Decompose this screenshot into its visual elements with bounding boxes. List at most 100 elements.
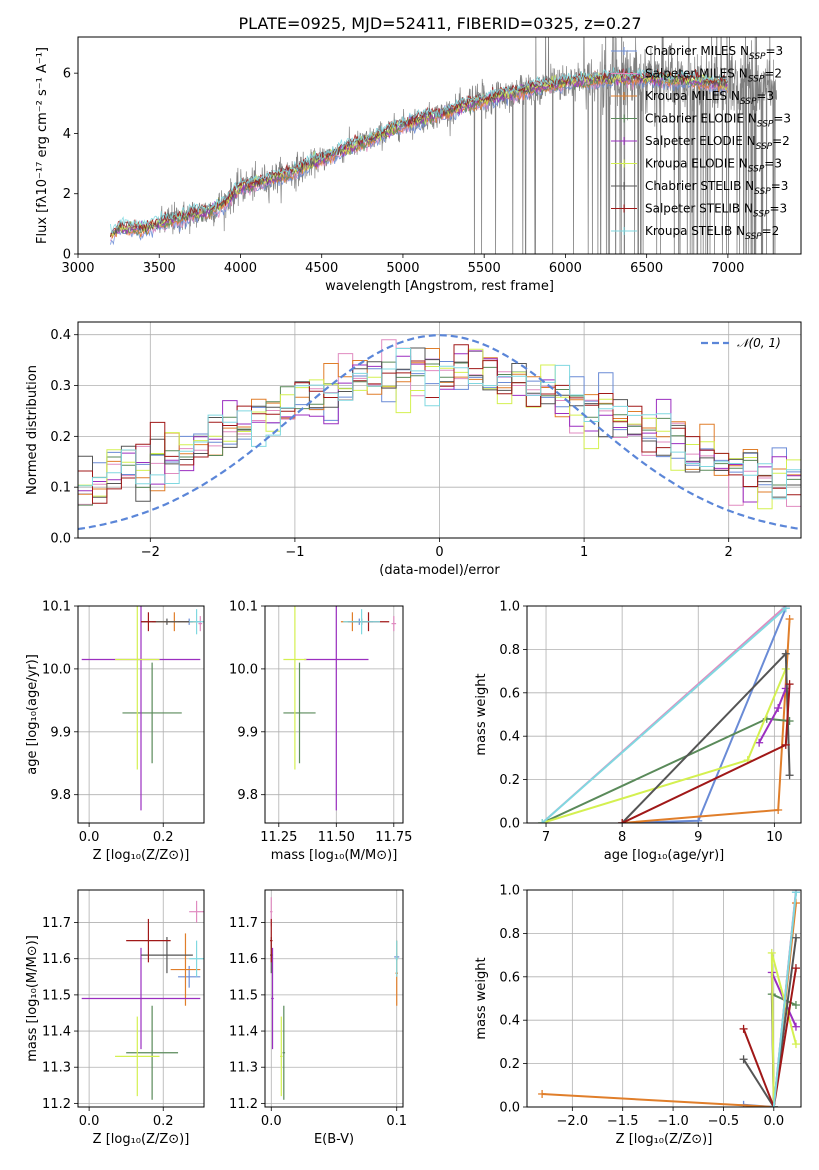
x-tick-label: −2.0 [557, 1114, 589, 1129]
axes-frame [77, 889, 205, 1108]
legend-subscript: SSP [748, 75, 765, 85]
legend-model-name: Kroupa ELODIE N [645, 157, 748, 171]
legend-nssp-value: =3 [764, 157, 782, 171]
y-tick-label: 0.3 [50, 379, 71, 394]
plot-area-residuals [78, 322, 801, 538]
y-tick-label: 0.8 [499, 927, 520, 942]
weight-line-7 [742, 967, 797, 1107]
legend-entry-7: Salpeter STELIB NSSP=3 [645, 202, 787, 220]
axes-frame [264, 889, 404, 1108]
axes-frame [264, 605, 404, 824]
legend-nssp-value: =2 [772, 134, 790, 148]
y-axis-label: mass [log₁₀(M/M⊙)] [25, 935, 40, 1062]
panel-weight-vs-age: 7 8 9 10 0.0 0.2 0.4 0.6 0.8 1.0 age [log₁₀(age/yr… [474, 600, 802, 863]
y-tick-label: 4 [63, 127, 71, 142]
panel-weight-vs-Z: −2.0 −1.5 −1.0 −0.5 0.0 0.0 0.2 0.4 0.6 0.8 1.0 Z [… [474, 884, 802, 1147]
plot-area-age-vs-Z [78, 606, 204, 823]
plot-area-age-vs-mass [265, 606, 403, 823]
legend-entry-2: Kroupa MILES NSSP=3 [645, 89, 774, 107]
axes-frame [77, 321, 802, 539]
legend-nssp-value: =3 [756, 89, 774, 103]
y-tick-label: 0.8 [499, 643, 520, 658]
x-axis-label: age [log₁₀(age/yr)] [604, 848, 725, 863]
legend-model-name: Salpeter MILES N [645, 67, 748, 81]
panel-age-vs-Z: 0.0 0.2 9.8 9.9 10.0 10.1 Z [log₁₀(Z/Z⊙)] age [… [25, 600, 205, 863]
plot-area-mass-vs-Z [78, 890, 204, 1107]
x-tick-label: 11.75 [375, 830, 412, 845]
y-tick-label: 10.1 [229, 600, 258, 615]
x-tick-label: 0.1 [386, 1114, 407, 1129]
weight-line-8 [772, 892, 797, 1107]
x-tick-label: −1.0 [657, 1114, 689, 1129]
legend-model-name: Chabrier ELODIE N [645, 112, 757, 126]
y-tick-label: 11.3 [42, 1061, 71, 1076]
legend-subscript: SSP [754, 187, 771, 197]
weight-line-8 [541, 607, 787, 823]
legend-entry-4: Salpeter ELODIE NSSP=2 [645, 134, 790, 152]
y-axis-label: age [log₁₀(age/yr)] [25, 654, 40, 775]
legend-entry-5: Kroupa ELODIE NSSP=3 [645, 157, 782, 175]
x-tick-label: 0.2 [153, 830, 174, 845]
axes-frame [526, 605, 802, 824]
y-tick-label: 0.2 [50, 430, 71, 445]
legend-entry-1: Salpeter MILES NSSP=2 [645, 67, 782, 85]
x-tick-label: 11.25 [260, 830, 297, 845]
x-tick-label: 0.0 [79, 830, 100, 845]
legend-model-name: Salpeter ELODIE N [645, 134, 756, 148]
y-tick-label: 10.0 [229, 662, 258, 677]
y-tick-label: 11.5 [42, 988, 71, 1003]
legend-model-name: Kroupa STELIB N [645, 224, 745, 238]
legend-nssp-value: =2 [762, 224, 780, 238]
y-tick-label: 11.2 [42, 1097, 71, 1112]
y-tick-label: 1.0 [499, 600, 520, 615]
weight-line-3 [541, 717, 790, 823]
legend-gaussian-label: 𝒩(0, 1) [737, 336, 781, 350]
legend-entry-6: Chabrier STELIB NSSP=3 [645, 179, 788, 197]
y-tick-label: 0.0 [50, 532, 71, 547]
panel-spectrum: 3000 3500 4000 4500 5000 5500 6000 6500 7000 0 2 4 6… [35, 36, 802, 294]
y-tick-label: 9.9 [50, 725, 71, 740]
y-tick-label: 0.6 [499, 970, 520, 985]
panel-residuals: −2 −1 0 1 2 0.0 0.1 0.2 0.3 0.4 (data-model)/error… [25, 321, 802, 578]
y-tick-label: 10.1 [42, 600, 71, 615]
legend-subscript: SSP [745, 232, 762, 242]
x-tick-label: −2 [141, 545, 160, 560]
legend-nssp-value: =3 [769, 202, 787, 216]
legend-model-name: Chabrier MILES N [645, 44, 749, 58]
x-tick-label: 6000 [549, 261, 582, 276]
y-tick-label: 6 [63, 67, 71, 82]
legend-subscript: SSP [756, 142, 773, 152]
x-tick-label: 3500 [143, 261, 176, 276]
x-tick-label: 1 [580, 545, 588, 560]
y-tick-label: 0.1 [50, 481, 71, 496]
legend-entry-8: Kroupa STELIB NSSP=2 [645, 224, 779, 242]
y-tick-label: 11.6 [229, 952, 258, 967]
legend-entry-0: Chabrier MILES NSSP=3 [645, 44, 783, 62]
y-tick-label: 9.8 [50, 788, 71, 803]
x-tick-label: 9 [694, 830, 702, 845]
x-tick-label: −0.5 [708, 1114, 740, 1129]
x-axis-label: Z [log₁₀(Z/Z⊙)] [93, 848, 190, 863]
legend-subscript: SSP [757, 120, 774, 130]
x-tick-label: 11.50 [318, 830, 355, 845]
y-tick-label: 0.0 [499, 1101, 520, 1116]
y-axis-label: Flux [fλ10⁻¹⁷ erg cm⁻² s⁻¹ A⁻¹] [35, 47, 50, 244]
x-axis-label: wavelength [Angstrom, rest frame] [325, 279, 554, 294]
y-axis-label: mass weight [474, 673, 489, 755]
x-tick-label: 10 [766, 830, 783, 845]
x-tick-label: 5500 [468, 261, 501, 276]
y-tick-label: 9.9 [237, 725, 258, 740]
x-axis-label: Z [log₁₀(Z/Z⊙)] [93, 1132, 190, 1147]
panel-age-vs-mass: 11.25 11.50 11.75 9.8 9.9 10.0 10.1 mass [log₁₀… [229, 600, 412, 864]
weight-line-6 [742, 937, 797, 1107]
y-axis-label: Normed distribution [25, 365, 40, 495]
y-tick-label: 1.0 [499, 884, 520, 899]
y-tick-label: 11.2 [229, 1097, 258, 1112]
x-tick-label: 6500 [630, 261, 663, 276]
model-spectrum-2 [110, 73, 728, 239]
legend-subscript: SSP [753, 210, 770, 220]
y-tick-label: 0.6 [499, 686, 520, 701]
x-axis-label: E(B-V) [314, 1132, 354, 1147]
y-tick-label: 0 [63, 248, 71, 263]
axes-frame [77, 605, 205, 824]
